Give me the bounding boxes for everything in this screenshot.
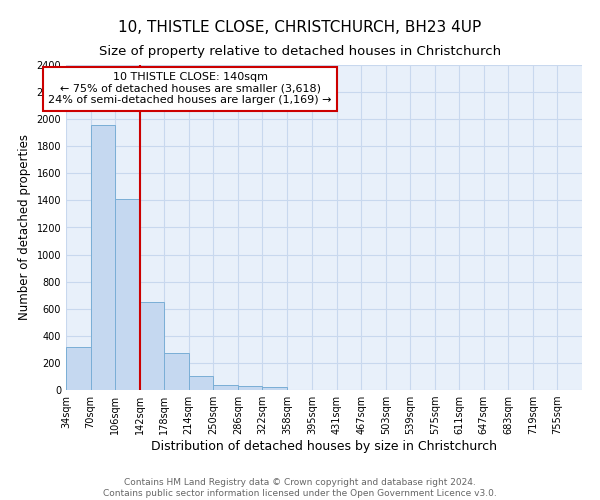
Bar (115, 199, 140, 390)
Text: Contains HM Land Registry data © Crown copyright and database right 2024.
Contai: Contains HM Land Registry data © Crown c… (103, 478, 497, 498)
Y-axis label: Number of detached properties: Number of detached properties (18, 134, 31, 320)
X-axis label: Distribution of detached houses by size in Christchurch: Distribution of detached houses by size … (151, 440, 497, 453)
Bar (262, 388, 287, 390)
Bar (238, 386, 262, 390)
Bar (164, 354, 188, 390)
Text: 10 THISTLE CLOSE: 140sqm
← 75% of detached houses are smaller (3,618)
24% of sem: 10 THISTLE CLOSE: 140sqm ← 75% of detach… (49, 72, 332, 106)
Bar (91, 124, 115, 390)
Bar (213, 384, 238, 390)
Bar (66, 346, 91, 390)
Bar (188, 376, 213, 390)
Bar (140, 302, 164, 390)
Text: 10, THISTLE CLOSE, CHRISTCHURCH, BH23 4UP: 10, THISTLE CLOSE, CHRISTCHURCH, BH23 4U… (118, 20, 482, 35)
Text: Size of property relative to detached houses in Christchurch: Size of property relative to detached ho… (99, 45, 501, 58)
